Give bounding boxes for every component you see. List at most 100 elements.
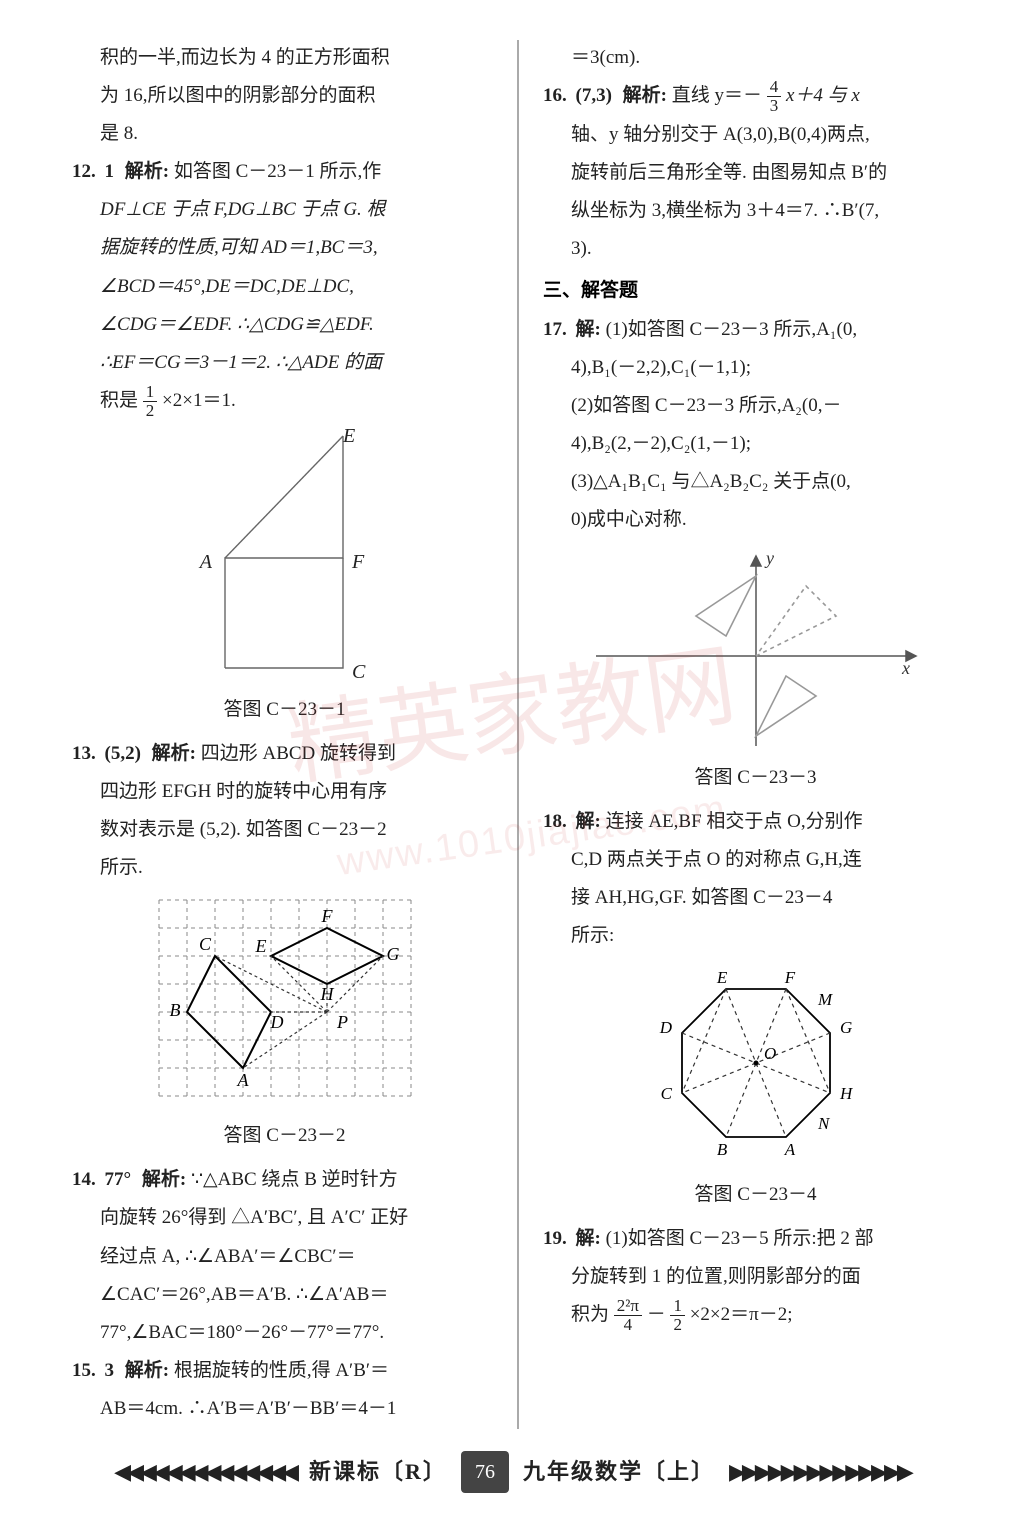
q17-number: 17.	[543, 319, 567, 340]
left-column: 积的一半,而边长为 4 的正方形面积 为 16,所以图中的阴影部分的面积 是 8…	[72, 40, 519, 1429]
q15-cont: ＝3(cm).	[543, 40, 968, 76]
q16-tag: 解析:	[623, 85, 667, 106]
q13-text: 四边形 ABCD 旋转得到	[201, 743, 396, 764]
q14-text: 77°,∠BAC＝180°－26°－77°＝77°.	[72, 1315, 497, 1351]
page: 积的一半,而边长为 4 的正方形面积 为 16,所以图中的阴影部分的面积 是 8…	[0, 0, 1024, 1429]
svg-text:B: B	[716, 1140, 727, 1159]
q18-text: 连接 AE,BF 相交于点 O,分别作	[606, 811, 863, 832]
svg-text:E: E	[342, 428, 355, 447]
intro-line: 积的一半,而边长为 4 的正方形面积	[72, 40, 497, 76]
q16-text: 纵坐标为 3,横坐标为 3＋4＝7. ∴B′(7,	[543, 193, 968, 229]
svg-text:D: D	[658, 1018, 672, 1037]
figure-c-23-3: x y 答图 C－23－3	[543, 546, 968, 796]
q19-text: (1)如答图 C－23－5 所示:把 2 部	[606, 1228, 874, 1249]
q12-text: 如答图 C－23－1 所示,作	[174, 161, 381, 182]
q12-text: DF⊥CE 于点 F,DG⊥BC 于点 G. 根	[72, 192, 497, 228]
fraction: 4 3	[767, 78, 782, 115]
q12-text: ∴EF＝CG＝3－1＝2. ∴△ADE 的面	[72, 345, 497, 381]
svg-text:C: C	[198, 934, 211, 954]
svg-text:A: A	[783, 1140, 795, 1159]
svg-text:O: O	[764, 1044, 776, 1063]
figure-caption: 答图 C－23－2	[72, 1118, 497, 1154]
q16-text: 3).	[543, 231, 968, 267]
svg-text:A: A	[236, 1070, 249, 1090]
svg-text:E: E	[254, 936, 266, 956]
figure-caption: 答图 C－23－1	[72, 692, 497, 728]
q18-number: 18.	[543, 811, 567, 832]
q17-line: 17. 解: (1)如答图 C－23－3 所示,A₁(0,	[543, 312, 968, 348]
q18-text: 接 AH,HG,GF. 如答图 C－23－4	[543, 880, 968, 916]
q12-text: 积是 1 2 ×2×1＝1.	[72, 383, 497, 420]
q14-text: ∵△ABC 绕点 B 逆时针方	[191, 1169, 398, 1190]
figure-c-23-4-svg: E F G H A B C D M N O	[626, 963, 886, 1173]
q15-number: 15.	[72, 1360, 96, 1381]
svg-text:G: G	[386, 944, 399, 964]
q19-tag: 解:	[576, 1228, 601, 1249]
page-footer: ◀◀◀◀◀◀◀◀◀◀◀◀◀◀ 新课标〔R〕 76 九年级数学〔上〕 ▶▶▶▶▶▶…	[0, 1451, 1024, 1493]
q12-text: 据旋转的性质,可知 AD＝1,BC＝3,	[72, 230, 497, 266]
q13-text: 所示.	[72, 850, 497, 886]
svg-text:C: C	[352, 661, 366, 683]
q15-text: 根据旋转的性质,得 A′B′＝	[174, 1360, 389, 1381]
right-column: ＝3(cm). 16. (7,3) 解析: 直线 y＝－ 4 3 x＋4 与 x…	[543, 40, 968, 1429]
fraction: 1 2	[670, 1297, 685, 1334]
figure-c-23-1-svg: E A F C	[160, 428, 410, 688]
q16-number: 16.	[543, 85, 567, 106]
fraction: 2²π 4	[614, 1297, 642, 1334]
q18-text: 所示:	[543, 918, 968, 954]
svg-text:M: M	[817, 990, 833, 1009]
q13-line: 13. (5,2) 解析: 四边形 ABCD 旋转得到	[72, 736, 497, 772]
intro-line: 为 16,所以图中的阴影部分的面积	[72, 78, 497, 114]
svg-text:F: F	[783, 968, 795, 987]
figure-c-23-4: E F G H A B C D M N O 答图 C－23－4	[543, 963, 968, 1213]
q12-number: 12.	[72, 161, 96, 182]
q16-text: 旋转前后三角形全等. 由图易知点 B′的	[543, 155, 968, 191]
q13-answer: (5,2)	[105, 743, 141, 764]
q12-line: 12. 1 解析: 如答图 C－23－1 所示,作	[72, 154, 497, 190]
q17-text: 0)成中心对称.	[543, 502, 968, 538]
q14-text: 经过点 A, ∴∠ABA′＝∠CBC′＝	[72, 1239, 497, 1275]
svg-text:y: y	[764, 548, 774, 568]
svg-text:E: E	[715, 968, 727, 987]
q13-text: 数对表示是 (5,2). 如答图 C－23－2	[72, 812, 497, 848]
svg-text:B: B	[169, 1000, 180, 1020]
footer-series: 新课标〔R〕	[309, 1451, 447, 1493]
q17-text: 4),B₁(－2,2),C₁(－1,1);	[543, 350, 968, 386]
svg-text:x: x	[901, 658, 910, 678]
q15-text: AB＝4cm. ∴A′B＝A′B′－BB′＝4－1	[72, 1391, 497, 1427]
q14-number: 14.	[72, 1169, 96, 1190]
page-number: 76	[461, 1451, 509, 1493]
figure-caption: 答图 C－23－3	[543, 760, 968, 796]
q12-answer: 1	[105, 161, 115, 182]
figure-caption: 答图 C－23－4	[543, 1177, 968, 1213]
q15-line: 15. 3 解析: 根据旋转的性质,得 A′B′＝	[72, 1353, 497, 1389]
q16-answer: (7,3)	[576, 85, 612, 106]
q16-text: 轴、y 轴分别交于 A(3,0),B(0,4)两点,	[543, 117, 968, 153]
q17-text: 4),B₂(2,－2),C₂(1,－1);	[543, 426, 968, 462]
q18-text: C,D 两点关于点 O 的对称点 G,H,连	[543, 842, 968, 878]
q13-text: 四边形 EFGH 时的旋转中心用有序	[72, 774, 497, 810]
q18-line: 18. 解: 连接 AE,BF 相交于点 O,分别作	[543, 804, 968, 840]
arrows-right-icon: ▶▶▶▶▶▶▶▶▶▶▶▶▶▶	[729, 1451, 910, 1493]
svg-text:A: A	[197, 551, 212, 573]
q13-tag: 解析:	[152, 743, 196, 764]
footer-subject: 九年级数学〔上〕	[523, 1451, 715, 1493]
svg-text:C: C	[660, 1084, 672, 1103]
svg-text:F: F	[320, 906, 333, 926]
q17-text: (1)如答图 C－23－3 所示,A₁(0,	[606, 319, 858, 340]
figure-c-23-2: A B C D E F G H P 答图 C－23－2	[72, 894, 497, 1154]
q14-text: ∠CAC′＝26°,AB＝A′B. ∴∠A′AB＝	[72, 1277, 497, 1313]
q12-tag: 解析:	[125, 161, 169, 182]
q14-answer: 77°	[105, 1169, 132, 1190]
q12-text: ∠BCD＝45°,DE＝DC,DE⊥DC,	[72, 269, 497, 305]
q14-tag: 解析:	[142, 1169, 186, 1190]
q15-tag: 解析:	[125, 1360, 169, 1381]
q19-text: 积为 2²π 4 － 1 2 ×2×2＝π－2;	[543, 1297, 968, 1334]
svg-text:P: P	[336, 1012, 348, 1032]
figure-c-23-2-svg: A B C D E F G H P	[145, 894, 425, 1114]
q19-text: 分旋转到 1 的位置,则阴影部分的面	[543, 1259, 968, 1295]
q16-text: 直线 y＝－	[672, 85, 762, 106]
q16-text: x＋4 与 x	[786, 85, 860, 106]
figure-c-23-3-svg: x y	[576, 546, 936, 756]
section-header: 三、解答题	[543, 273, 968, 309]
